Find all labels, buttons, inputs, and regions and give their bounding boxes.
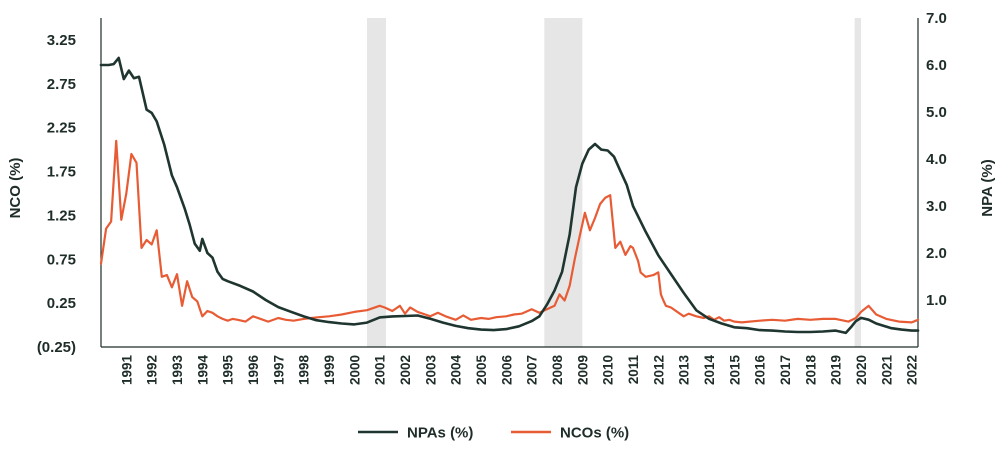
left-tick-label: 3.25: [47, 32, 76, 49]
x-tick-label: 2009: [575, 355, 590, 385]
left-tick-label: 2.25: [47, 120, 76, 137]
x-tick-label: 2017: [778, 355, 793, 385]
x-tick-label: 2010: [601, 355, 616, 385]
x-tick-label: 1991: [119, 355, 134, 386]
x-tick-label: 2007: [525, 355, 540, 385]
right-tick-label: 4.0: [926, 151, 947, 168]
series-lines: [99, 56, 920, 335]
x-tick-label: 1995: [221, 355, 236, 386]
x-tick-label: 1994: [195, 355, 210, 386]
left-tick-label: (0.25): [37, 339, 76, 356]
left-axis-title: NCO (%): [7, 158, 24, 219]
x-tick-label: 2005: [474, 355, 489, 386]
right-axis-ticks: 7.0 6.0 5.0 4.0 3.0 2.0 1.0: [926, 10, 947, 309]
left-tick-label: 2.75: [47, 76, 76, 93]
recession-band-1: [367, 18, 386, 347]
x-tick-label: 2022: [905, 355, 920, 385]
x-tick-label: 2000: [347, 355, 362, 385]
x-tick-label: 2012: [651, 355, 666, 385]
left-tick-label: 0.75: [47, 251, 76, 268]
x-tick-label: 2008: [550, 355, 565, 386]
x-tick-label: 1993: [170, 355, 185, 386]
legend-label-npa: NPAs (%): [407, 425, 473, 442]
right-tick-label: 6.0: [926, 57, 947, 74]
right-tick-label: 7.0: [926, 10, 947, 27]
x-tick-label: 2019: [829, 355, 844, 385]
axes: [100, 18, 919, 348]
left-axis-ticks: 3.25 2.75 2.25 1.75 1.25 0.75 0.25 (0.25): [37, 32, 76, 356]
right-tick-label: 5.0: [926, 104, 947, 121]
x-tick-label: 2013: [677, 355, 692, 386]
x-tick-label: 1998: [297, 355, 312, 386]
nco-series-line: [99, 139, 920, 324]
legend: NPAs (%) NCOs (%): [358, 425, 629, 442]
x-tick-label: 2011: [626, 355, 641, 385]
x-tick-label: 2004: [449, 355, 464, 386]
x-tick-label: 2021: [879, 355, 894, 386]
left-tick-label: 0.25: [47, 295, 76, 312]
npa-series-line: [99, 56, 920, 335]
x-tick-label: 2002: [398, 355, 413, 385]
x-tick-label: 1992: [145, 355, 160, 385]
right-tick-label: 3.0: [926, 198, 947, 215]
right-tick-label: 1.0: [926, 292, 947, 309]
recession-bands: [367, 18, 861, 347]
x-tick-label: 1997: [271, 355, 286, 385]
x-tick-label: 2016: [753, 355, 768, 386]
x-tick-label: 2018: [803, 355, 818, 386]
x-tick-label: 2014: [702, 355, 717, 386]
x-tick-label: 2003: [423, 355, 438, 386]
recession-band-3: [854, 18, 861, 347]
x-tick-label: 2006: [499, 355, 514, 386]
x-tick-label: 2015: [727, 355, 742, 386]
right-axis-title: NPA (%): [979, 159, 996, 217]
left-tick-label: 1.25: [47, 207, 76, 224]
right-tick-label: 2.0: [926, 245, 947, 262]
x-tick-label: 1996: [246, 355, 261, 386]
legend-label-nco: NCOs (%): [560, 425, 629, 442]
x-tick-label: 2001: [373, 355, 388, 386]
x-tick-label: 1999: [322, 355, 337, 385]
x-axis-ticks: 1991 1992 1993 1994 1995 1996 1997 1998 1999 2000…: [119, 355, 919, 386]
left-tick-label: 1.75: [47, 164, 76, 181]
x-tick-label: 2020: [854, 355, 869, 385]
